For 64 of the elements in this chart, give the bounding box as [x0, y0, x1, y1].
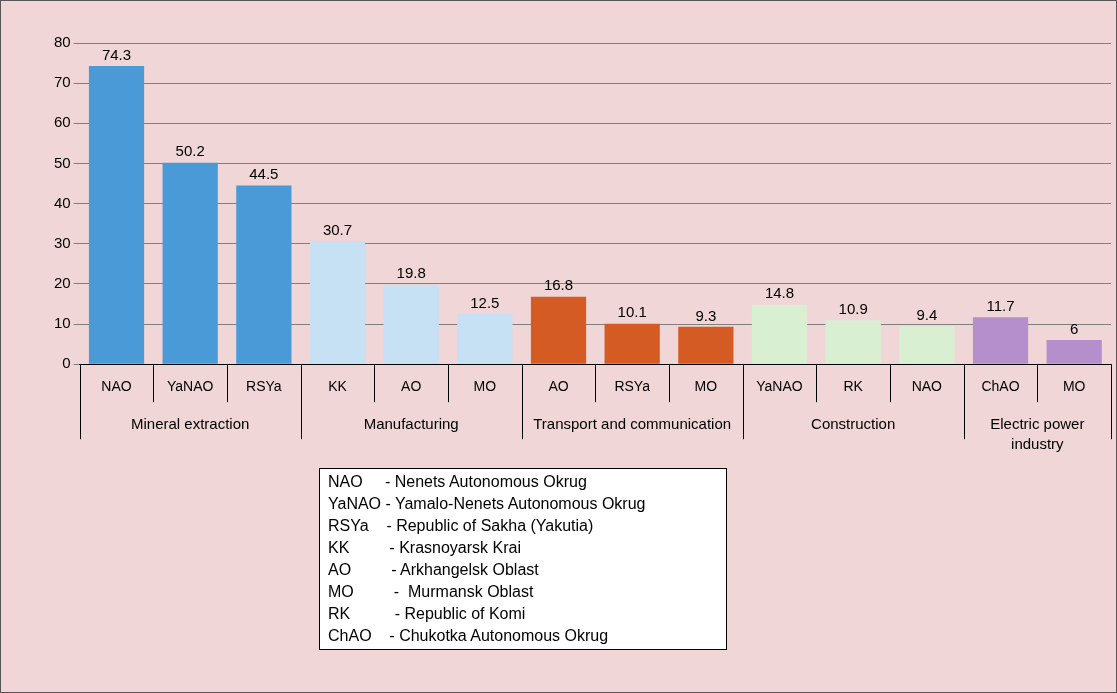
- data-label: 11.7: [986, 296, 1015, 314]
- bar: [899, 326, 955, 364]
- y-tick-label: 60: [54, 113, 71, 131]
- x-tick-label: KK: [328, 378, 348, 395]
- x-tick-label: RSYa: [246, 378, 282, 395]
- text: Construction: [811, 415, 896, 433]
- text: YaNAO - Yamalo-Nenets Autonomous Okrug: [328, 494, 647, 514]
- data-label: 9.4: [916, 306, 938, 324]
- data-label: 12.5: [470, 293, 500, 311]
- text: ChAO - Chukotka Autonomous Okrug: [328, 626, 610, 646]
- data-label: 19.8: [396, 264, 426, 282]
- text: MO - Murmansk Oblast: [328, 582, 535, 602]
- bar: [751, 304, 808, 364]
- y-tick-label: 30: [54, 233, 71, 251]
- x-tick-label: NAO: [911, 378, 943, 395]
- data-label: 30.7: [322, 220, 353, 238]
- y-tick-label: 50: [54, 153, 71, 171]
- bar: [530, 296, 587, 364]
- text: RSYa - Republic of Sakha (Yakutia): [328, 516, 595, 536]
- text: Transport and communication: [533, 415, 732, 433]
- x-tick-label: RK: [843, 378, 864, 395]
- y-tick-label: 70: [54, 73, 71, 91]
- x-tick-label: MO: [473, 378, 497, 395]
- x-tick-label: RSYa: [614, 378, 651, 395]
- x-tick-label: YaNAO: [756, 378, 803, 395]
- x-tick-label: ChAO: [981, 378, 1020, 395]
- text: Mineral extraction: [130, 415, 250, 433]
- data-label: 50.2: [175, 142, 205, 160]
- bar: [972, 317, 1029, 364]
- text: AO - Arkhangelsk Oblast: [328, 560, 540, 580]
- data-label: 44.5: [249, 165, 279, 183]
- bar: [383, 284, 439, 364]
- text: NAO - Nenets Autonomous Okrug: [328, 472, 588, 492]
- data-label: 14.8: [764, 284, 795, 302]
- text: KK - Krasnoyarsk Krai: [328, 538, 522, 558]
- data-label: 6: [1070, 319, 1079, 337]
- text: RK - Republic of Komi: [328, 604, 527, 624]
- data-label: 10.9: [838, 300, 868, 318]
- bar: [604, 323, 660, 364]
- x-tick-label: NAO: [101, 378, 132, 395]
- bar: [162, 162, 218, 364]
- x-tick-label: AO: [548, 378, 569, 395]
- text: Electric power industry: [990, 415, 1085, 453]
- bar: [457, 314, 513, 364]
- data-label: 9.3: [695, 306, 717, 324]
- y-tick-label: 40: [54, 193, 71, 211]
- y-tick-label: 80: [54, 33, 71, 51]
- x-tick-label: MO: [1062, 378, 1086, 395]
- y-tick-label: 0: [62, 354, 71, 372]
- x-tick-label: AO: [401, 378, 422, 395]
- x-tick-label: MO: [694, 378, 718, 395]
- bar: [825, 320, 881, 364]
- x-tick-label: YaNAO: [166, 378, 214, 395]
- bar: [1046, 340, 1102, 364]
- bar: [678, 326, 734, 364]
- bar: [88, 65, 145, 364]
- y-tick-label: 20: [54, 274, 71, 292]
- y-tick-label: 10: [54, 314, 71, 332]
- data-label: 74.3: [101, 45, 132, 63]
- bar: [309, 240, 366, 364]
- bar: [236, 185, 292, 364]
- data-label: 16.8: [543, 276, 574, 294]
- text: Manufacturing: [363, 415, 459, 433]
- data-label: 10.1: [617, 303, 647, 321]
